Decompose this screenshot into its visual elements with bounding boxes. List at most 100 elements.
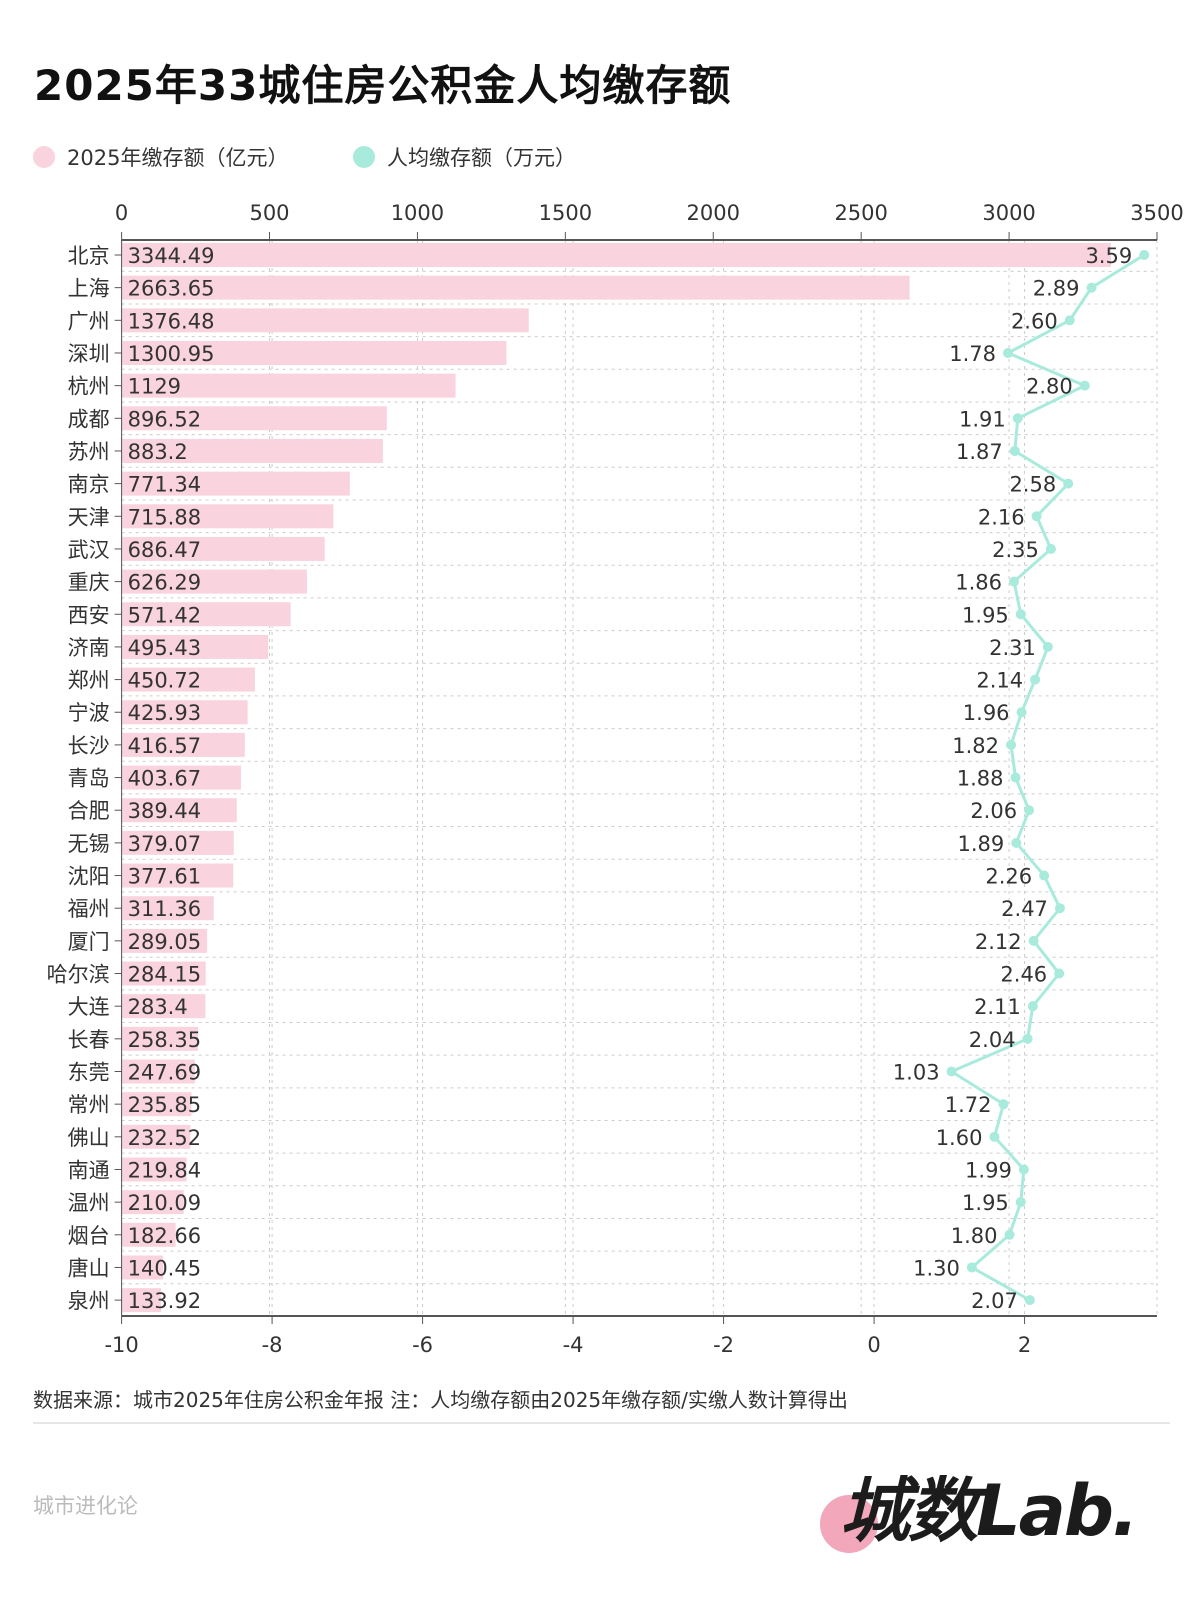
bar-value-label: 1300.95 xyxy=(128,342,215,366)
bar xyxy=(121,1124,191,1149)
category-label: 厦门 xyxy=(68,930,110,954)
line-value-label: 1.72 xyxy=(945,1093,992,1117)
bar xyxy=(121,961,206,986)
line-value-label: 1.96 xyxy=(963,701,1010,725)
line-point xyxy=(1064,315,1075,326)
line-point xyxy=(1003,347,1014,358)
top-axis-tick-label: 500 xyxy=(249,201,289,225)
line-point xyxy=(1024,1295,1035,1306)
bar-value-label: 416.57 xyxy=(128,734,201,758)
category-label: 哈尔滨 xyxy=(47,963,110,987)
footnote: 数据来源：城市2025年住房公积金年报 注：人均缴存额由2025年缴存额/实缴人… xyxy=(33,1388,848,1412)
bar-value-label: 571.42 xyxy=(128,603,201,627)
category-label: 无锡 xyxy=(68,832,110,856)
bar xyxy=(121,732,245,757)
line-point xyxy=(1086,282,1097,293)
logo-circle xyxy=(820,1495,878,1553)
line-value-label: 1.95 xyxy=(962,603,1009,627)
logo-text: 城数Lab. xyxy=(840,1470,1139,1552)
bar-value-label: 140.45 xyxy=(128,1256,201,1280)
line-value-label: 1.60 xyxy=(936,1126,983,1150)
line-point xyxy=(1011,837,1022,848)
legend-item-line: 人均缴存额（万元） xyxy=(353,142,576,172)
category-label: 济南 xyxy=(68,636,110,660)
line-value-label: 1.87 xyxy=(956,440,1003,464)
bar-value-label: 210.09 xyxy=(128,1191,201,1215)
bar-value-label: 771.34 xyxy=(128,473,201,497)
bar-value-label: 495.43 xyxy=(128,636,201,660)
bar xyxy=(121,373,456,398)
category-label: 大连 xyxy=(68,995,110,1019)
bar xyxy=(121,863,234,888)
bar xyxy=(121,1157,187,1182)
line-value-label: 1.95 xyxy=(962,1191,1009,1215)
divider xyxy=(33,1422,1170,1424)
bar-value-label: 1376.48 xyxy=(128,309,215,333)
bar-value-label: 3344.49 xyxy=(128,244,215,268)
bar xyxy=(121,1222,176,1247)
category-label: 南通 xyxy=(68,1158,110,1182)
top-axis-tick-label: 2000 xyxy=(687,201,740,225)
category-label: 成都 xyxy=(68,407,110,431)
line-point xyxy=(1009,445,1020,456)
line-value-label: 1.86 xyxy=(955,571,1002,595)
line-value-label: 2.07 xyxy=(971,1289,1018,1313)
bar-value-label: 1129 xyxy=(128,375,181,399)
bar-value-label: 715.88 xyxy=(128,505,201,529)
line-point xyxy=(946,1066,957,1077)
line-value-label: 2.58 xyxy=(1009,473,1056,497)
line-point xyxy=(1028,935,1039,946)
bar-value-label: 450.72 xyxy=(128,669,201,693)
bar xyxy=(121,471,350,496)
bar xyxy=(121,667,255,692)
bar xyxy=(121,1092,192,1117)
category-label: 沈阳 xyxy=(68,865,110,889)
line-point xyxy=(1045,543,1056,554)
line-value-label: 1.91 xyxy=(959,407,1006,431)
line-value-label: 2.47 xyxy=(1001,897,1048,921)
line-point xyxy=(1022,1033,1033,1044)
bar-value-label: 379.07 xyxy=(128,832,201,856)
line-point xyxy=(1063,478,1074,489)
category-label: 东莞 xyxy=(68,1061,110,1085)
bar xyxy=(121,340,507,365)
line-value-label: 2.14 xyxy=(976,669,1023,693)
bar xyxy=(121,536,325,561)
category-label: 深圳 xyxy=(68,342,110,366)
bar-value-label: 377.61 xyxy=(128,865,201,889)
bar xyxy=(121,1190,184,1215)
legend-item-bar: 2025年缴存额（亿元） xyxy=(33,142,288,172)
bar xyxy=(121,1059,195,1084)
legend-swatch-pink xyxy=(33,146,55,168)
bar xyxy=(121,602,291,627)
bottom-axis-tick-label: 2 xyxy=(1018,1333,1031,1357)
legend-swatch-teal xyxy=(353,146,375,168)
line-value-label: 2.46 xyxy=(1000,963,1047,987)
top-axis-tick-label: 3500 xyxy=(1130,201,1183,225)
line-value-label: 1.03 xyxy=(893,1061,940,1085)
bottom-axis-tick-label: -10 xyxy=(104,1333,138,1357)
category-label: 合肥 xyxy=(68,799,110,823)
line-value-label: 2.35 xyxy=(992,538,1039,562)
line-point xyxy=(989,1131,1000,1142)
line-point xyxy=(1054,968,1065,979)
bar xyxy=(121,994,206,1019)
line-value-label: 2.06 xyxy=(970,799,1017,823)
brand-text: 城市进化论 xyxy=(33,1494,138,1518)
bar-value-label: 2663.65 xyxy=(128,277,215,301)
category-label: 重庆 xyxy=(68,571,110,595)
line-point xyxy=(1031,511,1042,522)
line-point xyxy=(1079,380,1090,391)
line-point xyxy=(1006,739,1017,750)
bar-value-label: 219.84 xyxy=(128,1158,201,1182)
category-label: 泉州 xyxy=(68,1289,110,1313)
category-label: 郑州 xyxy=(68,669,110,693)
bar-value-label: 311.36 xyxy=(128,897,201,921)
category-label: 福州 xyxy=(68,897,110,921)
line-value-label: 2.80 xyxy=(1026,375,1073,399)
top-axis-tick-label: 1000 xyxy=(391,201,444,225)
line-point xyxy=(998,1099,1009,1110)
bar xyxy=(121,798,237,823)
bar-value-label: 133.92 xyxy=(128,1289,201,1313)
line-value-label: 1.99 xyxy=(965,1158,1012,1182)
